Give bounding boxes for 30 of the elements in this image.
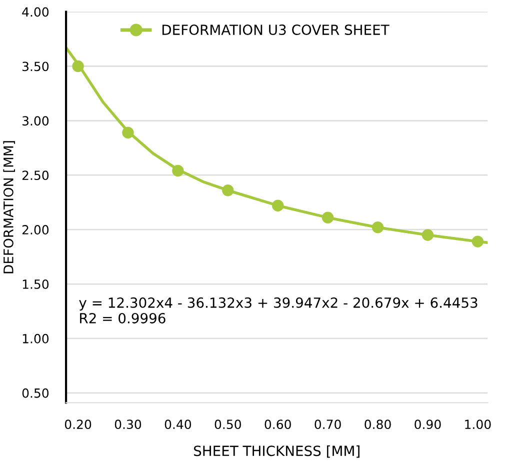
- y-axis-title: DEFORMATION [MM]: [3, 141, 15, 274]
- point: [122, 126, 134, 138]
- point: [172, 164, 184, 177]
- y-tick-label: 1.50: [22, 279, 49, 289]
- x-tick-label: 0.60: [264, 420, 291, 430]
- x-tick-label: 0.90: [414, 420, 441, 430]
- legend-label: DEFORMATION U3 COVER SHEET: [162, 24, 390, 36]
- y-tick-label: 2.00: [22, 225, 49, 234]
- y-tick-label: 4.00: [22, 7, 49, 17]
- y-tick-label: 2.50: [22, 170, 49, 180]
- y-tick-label: 3.50: [22, 62, 49, 72]
- point: [372, 222, 384, 234]
- x-tick-label: 0.70: [314, 420, 341, 430]
- y-tick-label: 1.00: [22, 334, 49, 344]
- y-tick-label: 3.00: [22, 116, 49, 126]
- point: [322, 212, 334, 224]
- y-tick-label: 0.50: [22, 388, 49, 398]
- x-tick-label: 0.80: [364, 420, 391, 430]
- point: [472, 236, 484, 248]
- x-axis-title: SHEET THICKNESS [MM]: [194, 445, 360, 458]
- point: [72, 60, 84, 72]
- x-tick-label: 0.50: [214, 420, 241, 430]
- point: [422, 229, 434, 241]
- x-tick-label: 0.30: [114, 420, 142, 430]
- x-tick-label: 0.40: [164, 420, 192, 430]
- x-tick-label: 1.00: [465, 420, 491, 430]
- annotation: y = 12.302x4 - 36.132x3 + 39.947x2 - 20.679x + 6.4453 R2 = 0.9996: [79, 297, 478, 324]
- point: [222, 184, 234, 196]
- x-tick-label: 0.20: [64, 420, 92, 430]
- point: [272, 200, 284, 212]
